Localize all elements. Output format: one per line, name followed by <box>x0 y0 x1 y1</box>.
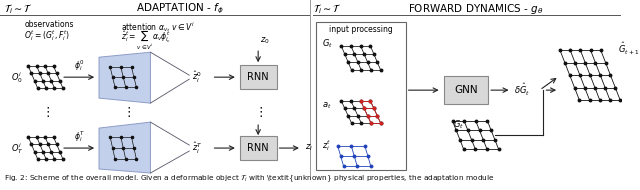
Text: $\hat{z}_i^T$: $\hat{z}_i^T$ <box>192 141 203 156</box>
Text: $O_i^t = (G_i^t, F_i^t)$: $O_i^t = (G_i^t, F_i^t)$ <box>24 28 70 43</box>
Text: observations: observations <box>24 20 74 29</box>
Text: $a_t$: $a_t$ <box>322 100 332 111</box>
Polygon shape <box>99 52 150 103</box>
Text: $\vdots$: $\vdots$ <box>41 105 50 119</box>
Text: $\mathcal{T}_i \sim \mathcal{T}$: $\mathcal{T}_i \sim \mathcal{T}$ <box>4 2 32 16</box>
Text: RNN: RNN <box>247 72 269 82</box>
Text: $\phi_i^0$: $\phi_i^0$ <box>74 58 85 73</box>
Text: $O_0^i$: $O_0^i$ <box>12 70 23 85</box>
FancyBboxPatch shape <box>444 76 488 104</box>
Text: $\hat{z}_i^0$: $\hat{z}_i^0$ <box>192 70 202 85</box>
Text: $z_0$: $z_0$ <box>260 36 270 46</box>
Text: $\vdots$: $\vdots$ <box>253 105 262 119</box>
FancyBboxPatch shape <box>240 65 276 89</box>
Text: $\mathcal{T}_i \sim \mathcal{T}$: $\mathcal{T}_i \sim \mathcal{T}$ <box>312 2 341 16</box>
Text: $G_t$: $G_t$ <box>322 37 333 50</box>
Polygon shape <box>99 122 150 173</box>
Text: input processing: input processing <box>329 25 393 34</box>
Text: $\phi_i^T$: $\phi_i^T$ <box>74 129 85 144</box>
Text: $\vdots$: $\vdots$ <box>122 105 131 119</box>
Text: $z_i^t$: $z_i^t$ <box>322 138 332 153</box>
Text: GNN: GNN <box>454 85 477 95</box>
Text: $O_T^i$: $O_T^i$ <box>11 141 23 155</box>
FancyBboxPatch shape <box>240 136 276 160</box>
Text: $\delta\hat{G}_t$: $\delta\hat{G}_t$ <box>515 82 531 98</box>
Text: $\hat{z}_i^t = \sum_{v \in V^i} \alpha_v \phi_{l_v}^t$: $\hat{z}_i^t = \sum_{v \in V^i} \alpha_v… <box>122 28 172 51</box>
Text: $z_i$: $z_i$ <box>305 143 313 153</box>
Text: ADAPTATION - $f_\phi$: ADAPTATION - $f_\phi$ <box>136 2 223 17</box>
Text: attention $\alpha_v,\, v \in V^i$: attention $\alpha_v,\, v \in V^i$ <box>122 20 196 34</box>
Text: FORWARD DYNAMICS - $g_\theta$: FORWARD DYNAMICS - $g_\theta$ <box>408 2 543 16</box>
Text: Fig. 2: Scheme of the overall model. Given a deformable object $\mathcal{T}_i$ w: Fig. 2: Scheme of the overall model. Giv… <box>4 173 495 184</box>
Text: $G_t$: $G_t$ <box>453 119 464 131</box>
Text: $\hat{G}_{t+1}$: $\hat{G}_{t+1}$ <box>618 41 639 57</box>
Text: RNN: RNN <box>247 143 269 153</box>
